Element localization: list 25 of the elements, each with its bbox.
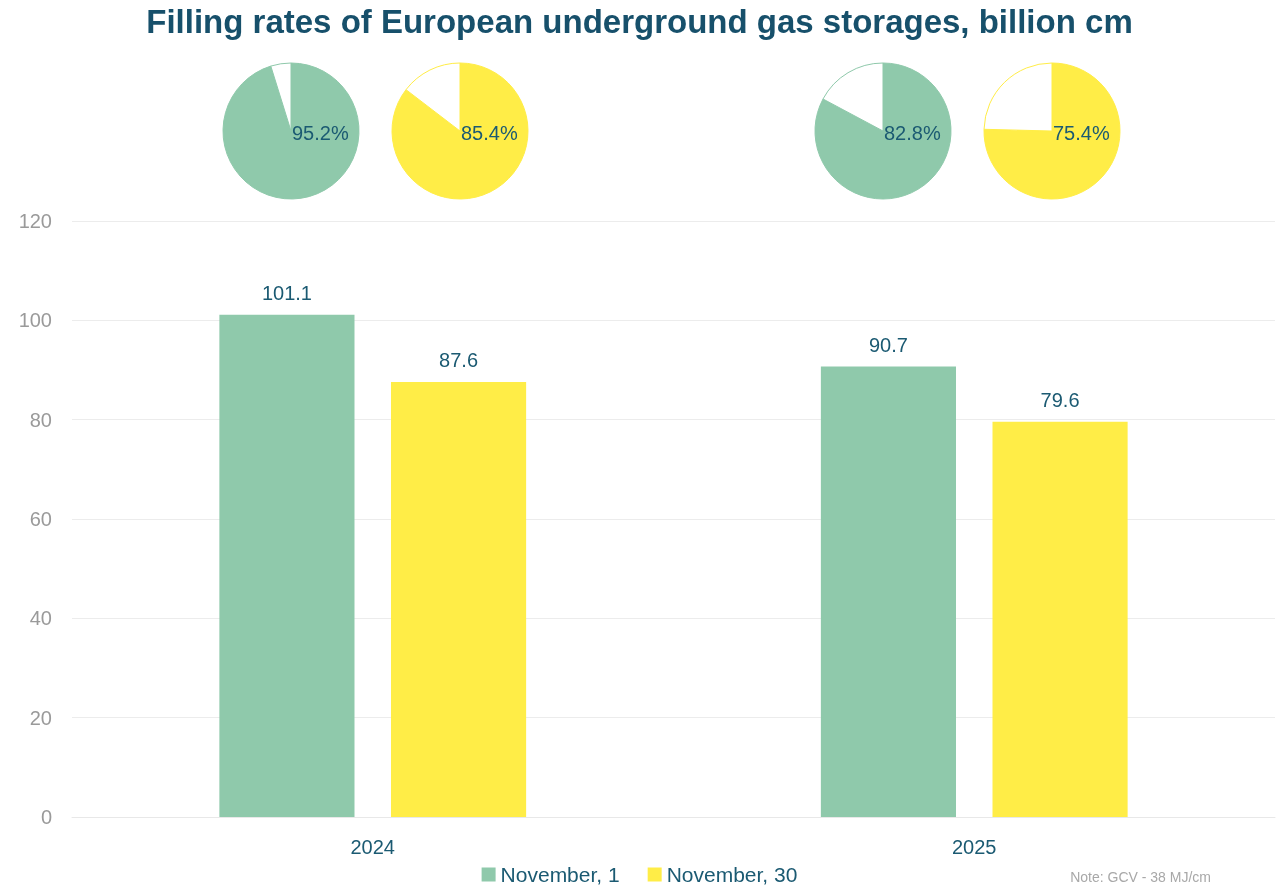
bar	[820, 366, 957, 817]
data-label: 95.2%	[292, 122, 349, 144]
bar	[390, 381, 527, 817]
x-tick-label: 2025	[952, 836, 997, 858]
data-label: 75.4%	[1053, 122, 1110, 144]
y-tick-label: 120	[18, 210, 52, 232]
y-tick-label: 0	[40, 806, 52, 828]
chart-title: Filling rates of European underground gas storages, billion cm	[146, 3, 1133, 40]
y-tick-label: 100	[18, 309, 52, 332]
data-label: 87.6	[439, 348, 479, 371]
data-label: 101.1	[261, 281, 312, 304]
y-tick-label: 80	[29, 408, 52, 431]
bar	[219, 314, 355, 817]
y-tick-label: 20	[29, 706, 52, 729]
data-label: 90.7	[868, 333, 908, 356]
x-tick-label: 2024	[350, 836, 395, 858]
text: Note: GCV - 38 MJ/cm	[1070, 869, 1212, 885]
data-label: 82.8%	[884, 122, 941, 144]
legend-label: November, 30	[666, 863, 798, 886]
data-label: 79.6	[1040, 388, 1080, 411]
legend-label: November, 1	[500, 863, 620, 886]
data-label: 85.4%	[461, 122, 518, 144]
y-tick-label: 60	[29, 508, 52, 530]
y-tick-label: 40	[29, 607, 52, 630]
bar	[992, 421, 1128, 817]
